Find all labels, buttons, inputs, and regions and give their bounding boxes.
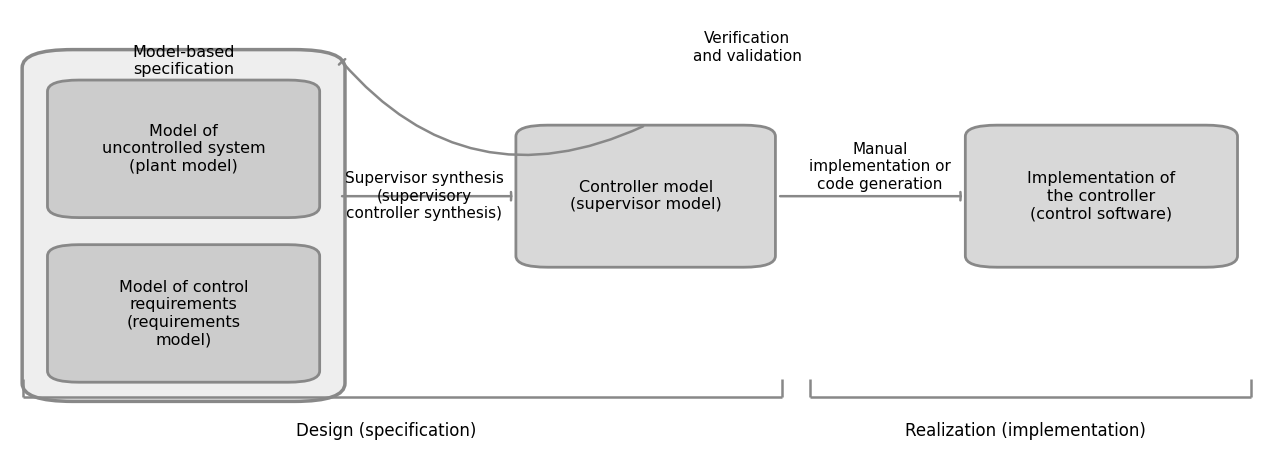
Text: Model-based
specification: Model-based specification	[133, 45, 234, 77]
FancyBboxPatch shape	[965, 125, 1237, 267]
Text: Manual
implementation or
code generation: Manual implementation or code generation	[809, 142, 951, 192]
FancyBboxPatch shape	[517, 125, 775, 267]
Text: Verification
and validation: Verification and validation	[693, 31, 801, 64]
Text: Supervisor synthesis
(supervisory
controller synthesis): Supervisor synthesis (supervisory contro…	[344, 171, 504, 221]
Text: Model of
uncontrolled system
(plant model): Model of uncontrolled system (plant mode…	[101, 124, 266, 174]
Text: Model of control
requirements
(requirements
model): Model of control requirements (requireme…	[119, 280, 248, 347]
FancyBboxPatch shape	[22, 50, 344, 401]
FancyBboxPatch shape	[47, 80, 319, 218]
Text: Realization (implementation): Realization (implementation)	[905, 422, 1146, 440]
Text: Design (specification): Design (specification)	[296, 422, 476, 440]
FancyBboxPatch shape	[47, 244, 319, 382]
Text: Implementation of
the controller
(control software): Implementation of the controller (contro…	[1027, 171, 1176, 221]
Text: Controller model
(supervisor model): Controller model (supervisor model)	[570, 180, 722, 212]
